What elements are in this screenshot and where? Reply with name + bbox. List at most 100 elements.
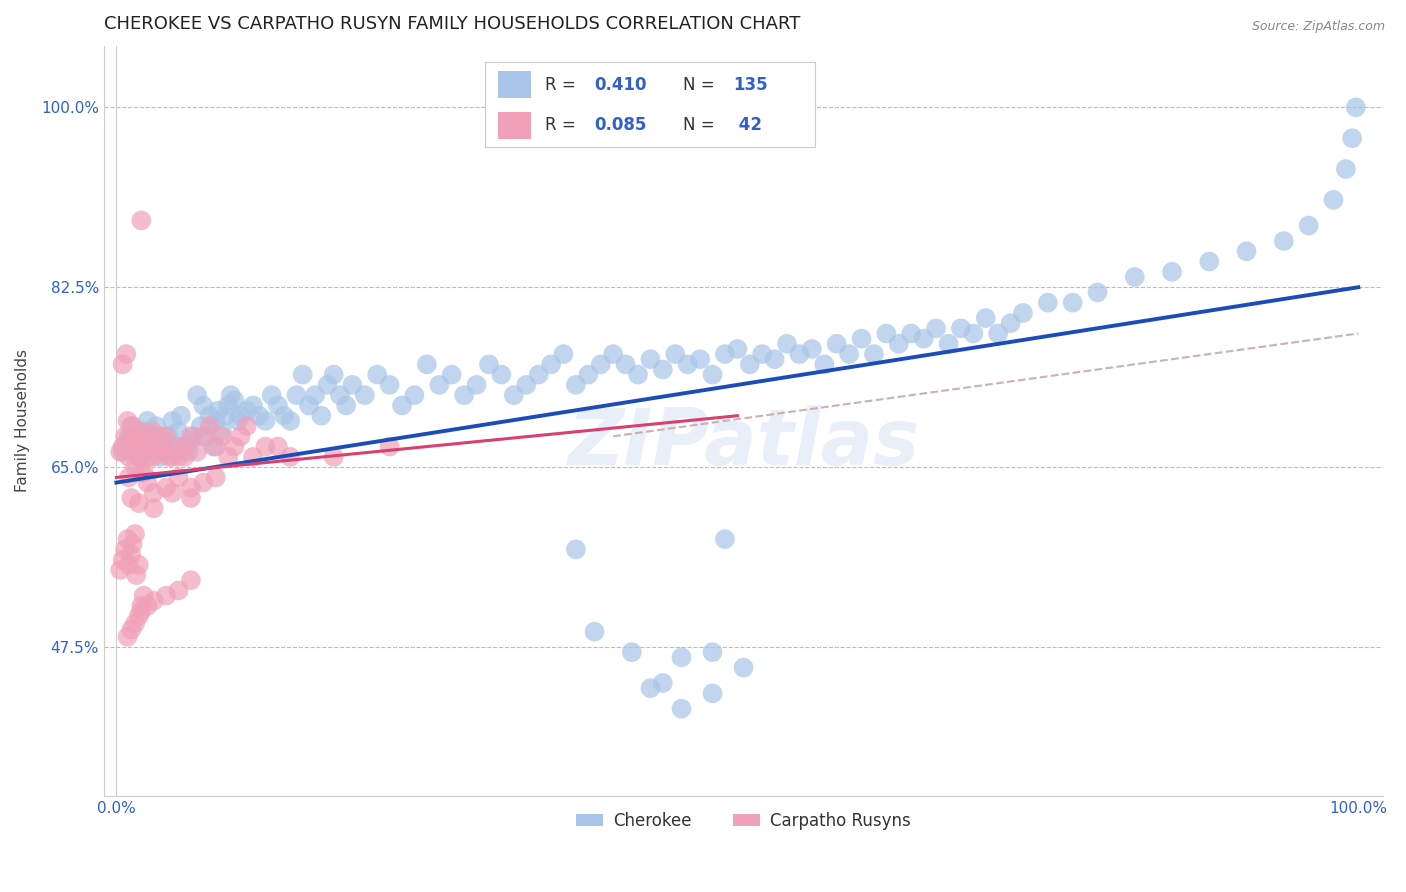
Point bbox=[129, 465, 152, 479]
Point bbox=[751, 347, 773, 361]
Point bbox=[141, 424, 163, 438]
Point bbox=[167, 450, 190, 464]
Point bbox=[273, 409, 295, 423]
Point bbox=[714, 347, 737, 361]
Point bbox=[620, 645, 643, 659]
Point bbox=[304, 388, 326, 402]
Point bbox=[180, 429, 202, 443]
Text: R =: R = bbox=[544, 76, 581, 94]
Point bbox=[190, 419, 212, 434]
Point bbox=[1036, 295, 1059, 310]
Point bbox=[576, 368, 599, 382]
Point bbox=[1344, 100, 1367, 114]
Point bbox=[132, 440, 155, 454]
Point bbox=[128, 424, 150, 438]
Point bbox=[217, 399, 239, 413]
Point bbox=[173, 440, 195, 454]
Point bbox=[215, 409, 238, 423]
Point bbox=[162, 450, 184, 464]
Point bbox=[565, 378, 588, 392]
Point bbox=[180, 491, 202, 505]
Point bbox=[136, 599, 159, 613]
Point bbox=[183, 429, 205, 443]
Point bbox=[128, 450, 150, 464]
Point bbox=[136, 475, 159, 490]
Point bbox=[226, 414, 249, 428]
Point bbox=[404, 388, 426, 402]
Point bbox=[129, 440, 152, 454]
Point bbox=[193, 475, 215, 490]
Point bbox=[298, 399, 321, 413]
Point bbox=[427, 378, 450, 392]
Point bbox=[167, 470, 190, 484]
Point bbox=[157, 450, 180, 464]
Point bbox=[725, 342, 748, 356]
Point bbox=[204, 440, 226, 454]
Point bbox=[155, 589, 177, 603]
Point bbox=[800, 342, 823, 356]
Point bbox=[155, 429, 177, 443]
Point bbox=[142, 486, 165, 500]
Point bbox=[322, 450, 344, 464]
Point bbox=[651, 676, 673, 690]
Point bbox=[671, 650, 693, 665]
Point bbox=[120, 491, 142, 505]
Text: Source: ZipAtlas.com: Source: ZipAtlas.com bbox=[1251, 20, 1385, 33]
Point bbox=[229, 409, 252, 423]
Point bbox=[689, 352, 711, 367]
Point bbox=[136, 429, 159, 443]
Point bbox=[142, 501, 165, 516]
Point bbox=[121, 537, 143, 551]
Text: CHEROKEE VS CARPATHO RUSYN FAMILY HOUSEHOLDS CORRELATION CHART: CHEROKEE VS CARPATHO RUSYN FAMILY HOUSEH… bbox=[104, 15, 800, 33]
Point bbox=[776, 336, 799, 351]
Point bbox=[676, 357, 699, 371]
Point bbox=[565, 542, 588, 557]
Point bbox=[132, 589, 155, 603]
Point bbox=[118, 558, 141, 572]
Point bbox=[242, 450, 264, 464]
Point bbox=[1087, 285, 1109, 300]
Text: 135: 135 bbox=[733, 76, 768, 94]
Point bbox=[132, 424, 155, 438]
Point bbox=[146, 440, 169, 454]
Point bbox=[135, 444, 157, 458]
Point bbox=[825, 336, 848, 351]
Point bbox=[193, 429, 215, 443]
Point bbox=[217, 450, 239, 464]
Point bbox=[124, 527, 146, 541]
Point bbox=[974, 311, 997, 326]
Point bbox=[152, 444, 174, 458]
Point bbox=[229, 429, 252, 443]
Point bbox=[378, 378, 401, 392]
Point bbox=[1198, 254, 1220, 268]
Point bbox=[316, 378, 339, 392]
Point bbox=[165, 444, 187, 458]
FancyBboxPatch shape bbox=[498, 112, 531, 139]
Point bbox=[162, 486, 184, 500]
Point bbox=[180, 481, 202, 495]
Point bbox=[1000, 316, 1022, 330]
Point bbox=[465, 378, 488, 392]
Point bbox=[162, 414, 184, 428]
Point bbox=[157, 429, 180, 443]
Point bbox=[1341, 131, 1364, 145]
Point bbox=[111, 357, 134, 371]
Text: 0.410: 0.410 bbox=[595, 76, 647, 94]
Point bbox=[378, 440, 401, 454]
Point bbox=[925, 321, 948, 335]
Point bbox=[177, 444, 200, 458]
Point bbox=[278, 450, 301, 464]
Point bbox=[152, 444, 174, 458]
Point bbox=[1236, 244, 1258, 259]
Point bbox=[149, 450, 172, 464]
Point bbox=[128, 496, 150, 510]
Point bbox=[224, 440, 246, 454]
Point bbox=[938, 336, 960, 351]
Point bbox=[335, 399, 357, 413]
Text: N =: N = bbox=[683, 116, 720, 134]
Point bbox=[1334, 161, 1357, 176]
Point bbox=[155, 434, 177, 449]
Point bbox=[118, 429, 141, 443]
Point bbox=[219, 388, 242, 402]
Point bbox=[120, 623, 142, 637]
